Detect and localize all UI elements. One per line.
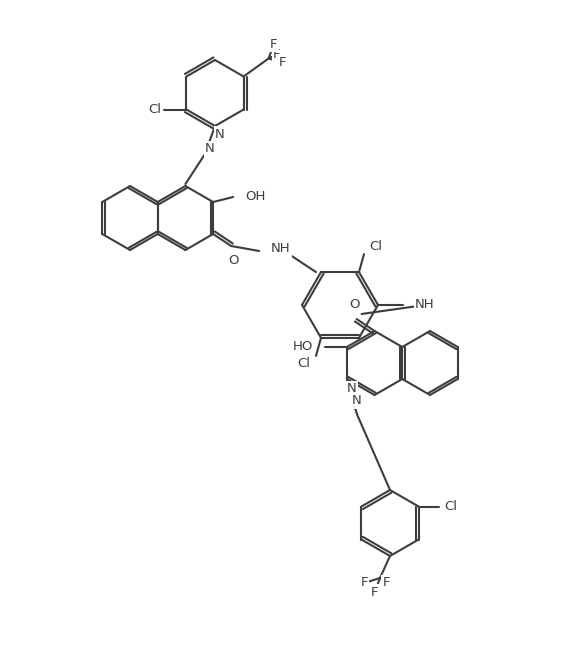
Text: O: O	[349, 299, 360, 311]
Text: F: F	[360, 576, 368, 590]
Text: F: F	[279, 56, 286, 69]
Text: F: F	[371, 586, 378, 599]
Text: NH: NH	[415, 299, 435, 311]
Text: Cl: Cl	[369, 240, 382, 253]
Text: HO: HO	[292, 340, 313, 353]
Text: NH: NH	[271, 243, 291, 255]
Text: OH: OH	[245, 191, 266, 203]
Text: N: N	[215, 128, 225, 141]
Text: F: F	[270, 38, 278, 51]
Text: Cl: Cl	[148, 103, 161, 116]
Text: F: F	[273, 48, 280, 61]
Text: O: O	[228, 253, 238, 266]
Text: N: N	[347, 382, 357, 395]
Text: N: N	[205, 143, 215, 155]
Text: Cl: Cl	[444, 500, 457, 513]
Text: Cl: Cl	[298, 357, 311, 370]
Text: N: N	[352, 395, 362, 407]
Text: F: F	[382, 576, 390, 590]
